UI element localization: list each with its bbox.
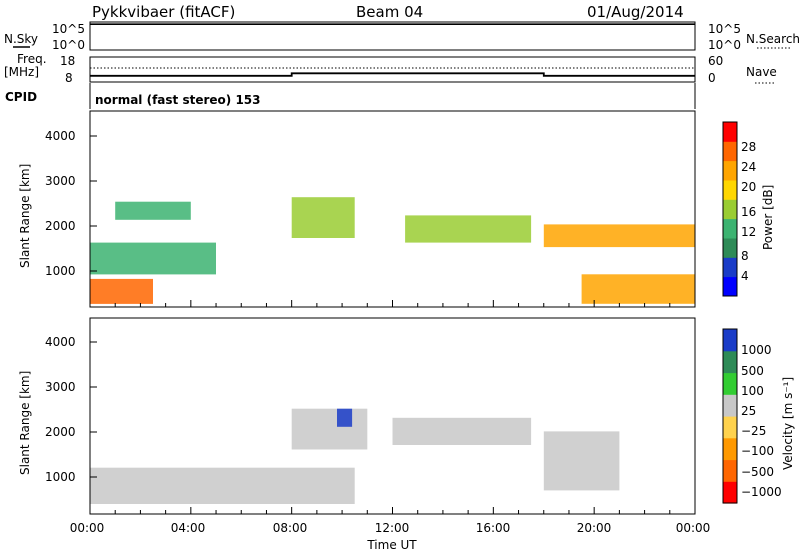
velocity-cbar-tick: 500: [741, 364, 764, 378]
nsky-tick-high: 10^5: [52, 22, 85, 36]
colorbar-segment: [723, 416, 737, 439]
nave-tick-high: 60: [708, 54, 723, 68]
velocity-cbar-label: Velocity [m s⁻¹]: [781, 377, 795, 470]
time-axis: [89, 300, 696, 514]
velocity-cbar-tick: −100: [741, 444, 774, 458]
power-heatmap: [90, 197, 695, 304]
nave-tick-low: 0: [708, 71, 716, 85]
time-tick-label: 00:00: [676, 521, 711, 535]
colorbar-segment: [723, 160, 737, 181]
velocity-heatmap: [90, 408, 620, 504]
colorbar-segment: [723, 276, 737, 297]
colorbar-segment: [723, 437, 737, 461]
heatmap-band: [392, 417, 532, 445]
nsky-tick-low: 10^0: [52, 38, 85, 52]
power-y-tick-label: 4000: [45, 129, 76, 143]
freq-unit-label: [MHz]: [4, 65, 39, 79]
colorbar-segment: [723, 141, 737, 162]
power-colorbar: [723, 122, 737, 297]
nave-label: Nave: [746, 65, 777, 79]
velocity-colorbar: [723, 329, 737, 504]
heatmap-band: [90, 242, 216, 275]
nsearch-label: N.Search: [746, 32, 800, 46]
cpid-text: normal (fast stereo) 153: [95, 93, 261, 107]
velocity-y-label: Slant Range [km]: [18, 371, 32, 475]
velocity-y-tick-label: 3000: [45, 380, 76, 394]
time-axis-label: Time UT: [366, 538, 417, 552]
power-y-tick-label: 3000: [45, 174, 76, 188]
date-title: 01/Aug/2014: [587, 3, 684, 21]
time-tick-label: 08:00: [273, 521, 308, 535]
heatmap-band: [581, 274, 695, 304]
colorbar-segment: [723, 218, 737, 239]
colorbar-segment: [723, 372, 737, 395]
freq-tick-high: 18: [60, 54, 75, 68]
nsearch-tick-low: 10^0: [708, 38, 741, 52]
velocity-cbar-tick: 25: [741, 404, 756, 418]
colorbar-segment: [723, 122, 737, 142]
heatmap-band: [90, 467, 355, 504]
power-y-tick-label: 2000: [45, 219, 76, 233]
colorbar-segment: [723, 481, 737, 504]
time-tick-label: 00:00: [70, 521, 105, 535]
time-tick-label: 16:00: [476, 521, 511, 535]
heatmap-band: [337, 408, 353, 427]
heatmap-band: [543, 224, 695, 248]
power-cbar-tick: 16: [741, 205, 756, 219]
heatmap-band: [543, 431, 620, 491]
freq-label: Freq.: [17, 52, 47, 66]
velocity-cbar-tick: 100: [741, 384, 764, 398]
heatmap-band: [405, 215, 532, 243]
colorbar-segment: [723, 394, 737, 417]
heatmap-band: [115, 201, 191, 220]
power-cbar-tick: 28: [741, 140, 756, 154]
heatmap-band: [291, 408, 368, 450]
power-cbar-tick: 20: [741, 180, 756, 194]
time-tick-label: 20:00: [577, 521, 612, 535]
power-y-axis: 4000 3000 2000 1000 Slant Range [km]: [18, 129, 97, 278]
freq-panel-frame: [89, 56, 696, 83]
colorbar-segment: [723, 459, 737, 482]
colorbar-segment: [723, 238, 737, 258]
cpid-label: CPID: [5, 90, 37, 104]
colorbar-segment: [723, 329, 737, 352]
power-cbar-tick: 4: [741, 269, 749, 283]
station-title: Pykkvibaer (fitACF): [92, 3, 235, 21]
velocity-y-tick-label: 2000: [45, 425, 76, 439]
power-y-tick-label: 1000: [45, 264, 76, 278]
velocity-y-tick-label: 4000: [45, 335, 76, 349]
velocity-y-tick-label: 1000: [45, 470, 76, 484]
velocity-cbar-tick: −1000: [741, 485, 782, 499]
power-colorbar-frame: [722, 121, 738, 297]
heatmap-band: [90, 278, 153, 304]
time-tick-label: 04:00: [171, 521, 206, 535]
nsearch-tick-high: 10^5: [708, 22, 741, 36]
velocity-y-axis: 4000 3000 2000 1000 Slant Range [km]: [18, 335, 97, 484]
freq-series-line: [90, 72, 695, 77]
power-cbar-tick: 24: [741, 160, 756, 174]
velocity-cbar-tick: −500: [741, 465, 774, 479]
power-cbar-tick: 8: [741, 249, 749, 263]
freq-tick-low: 8: [65, 71, 73, 85]
velocity-cbar-tick: 1000: [741, 343, 772, 357]
noise-panel-frame: [89, 21, 696, 51]
colorbar-segment: [723, 199, 737, 220]
colorbar-segment: [723, 257, 737, 278]
heatmap-band: [291, 197, 355, 238]
beam-title: Beam 04: [356, 3, 423, 21]
power-cbar-tick: 12: [741, 225, 756, 239]
colorbar-segment: [723, 180, 737, 200]
power-cbar-label: Power [dB]: [761, 185, 775, 250]
time-tick-label: 12:00: [375, 521, 410, 535]
nsky-label: N.Sky: [4, 32, 38, 46]
power-y-label: Slant Range [km]: [18, 164, 32, 268]
velocity-colorbar-frame: [722, 328, 738, 504]
velocity-cbar-tick: −25: [741, 424, 766, 438]
colorbar-segment: [723, 350, 737, 374]
